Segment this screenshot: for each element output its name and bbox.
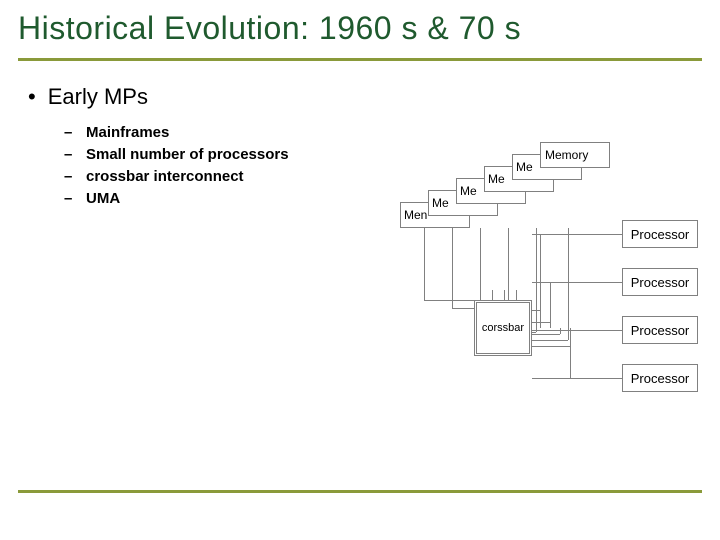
- memory-label-partial: Men: [403, 208, 428, 222]
- connector-line: [452, 228, 453, 308]
- title-rule: [18, 58, 702, 61]
- processor-box: Processor: [622, 268, 698, 296]
- memory-label-partial: Me: [487, 172, 506, 186]
- connector-line: [516, 290, 517, 300]
- connector-line: [532, 234, 622, 235]
- bullet-dot: •: [28, 84, 36, 109]
- connector-line: [424, 228, 425, 300]
- slide-title: Historical Evolution: 1960 s & 70 s: [18, 10, 521, 47]
- connector-line: [540, 234, 541, 310]
- dash-icon: –: [64, 188, 86, 210]
- list-item: –crossbar interconnect: [64, 166, 289, 188]
- connector-line: [568, 228, 569, 340]
- connector-line: [532, 334, 560, 335]
- connector-line: [532, 378, 622, 379]
- list-item: –Mainframes: [64, 122, 289, 144]
- connector-line: [570, 346, 571, 378]
- processor-box: Processor: [622, 220, 698, 248]
- connector-line: [532, 330, 622, 331]
- crossbar-box: corssbar: [474, 300, 532, 356]
- connector-line: [532, 310, 540, 311]
- dash-icon: –: [64, 122, 86, 144]
- list-item: –UMA: [64, 188, 289, 210]
- connector-line: [536, 228, 537, 332]
- list-item-text: crossbar interconnect: [86, 168, 244, 185]
- connector-line: [532, 322, 550, 323]
- connector-line: [504, 290, 505, 300]
- bullet-level2-list: –Mainframes –Small number of processors …: [64, 122, 289, 210]
- dash-icon: –: [64, 166, 86, 188]
- footer-rule: [18, 490, 702, 493]
- dash-icon: –: [64, 144, 86, 166]
- architecture-diagram: MemoryMenMeMeMeMecorssbarProcessorProces…: [400, 150, 704, 460]
- connector-line: [532, 282, 622, 283]
- bullet-level1-text: Early MPs: [48, 84, 148, 109]
- processor-box: Processor: [622, 316, 698, 344]
- connector-line: [560, 330, 561, 334]
- connector-line: [492, 290, 493, 300]
- memory-label-partial: Me: [515, 160, 534, 174]
- connector-line: [532, 346, 570, 347]
- list-item-text: Small number of processors: [86, 146, 289, 163]
- memory-label-partial: Me: [431, 196, 450, 210]
- connector-line: [480, 290, 481, 300]
- list-item-text: Mainframes: [86, 124, 169, 141]
- memory-label-partial: Me: [459, 184, 478, 198]
- memory-box: Memory: [540, 142, 610, 168]
- crossbar-label: corssbar: [476, 302, 530, 354]
- list-item: –Small number of processors: [64, 144, 289, 166]
- list-item-text: UMA: [86, 190, 120, 207]
- bullet-level1: • Early MPs: [28, 84, 148, 110]
- processor-box: Processor: [622, 364, 698, 392]
- connector-line: [550, 282, 551, 322]
